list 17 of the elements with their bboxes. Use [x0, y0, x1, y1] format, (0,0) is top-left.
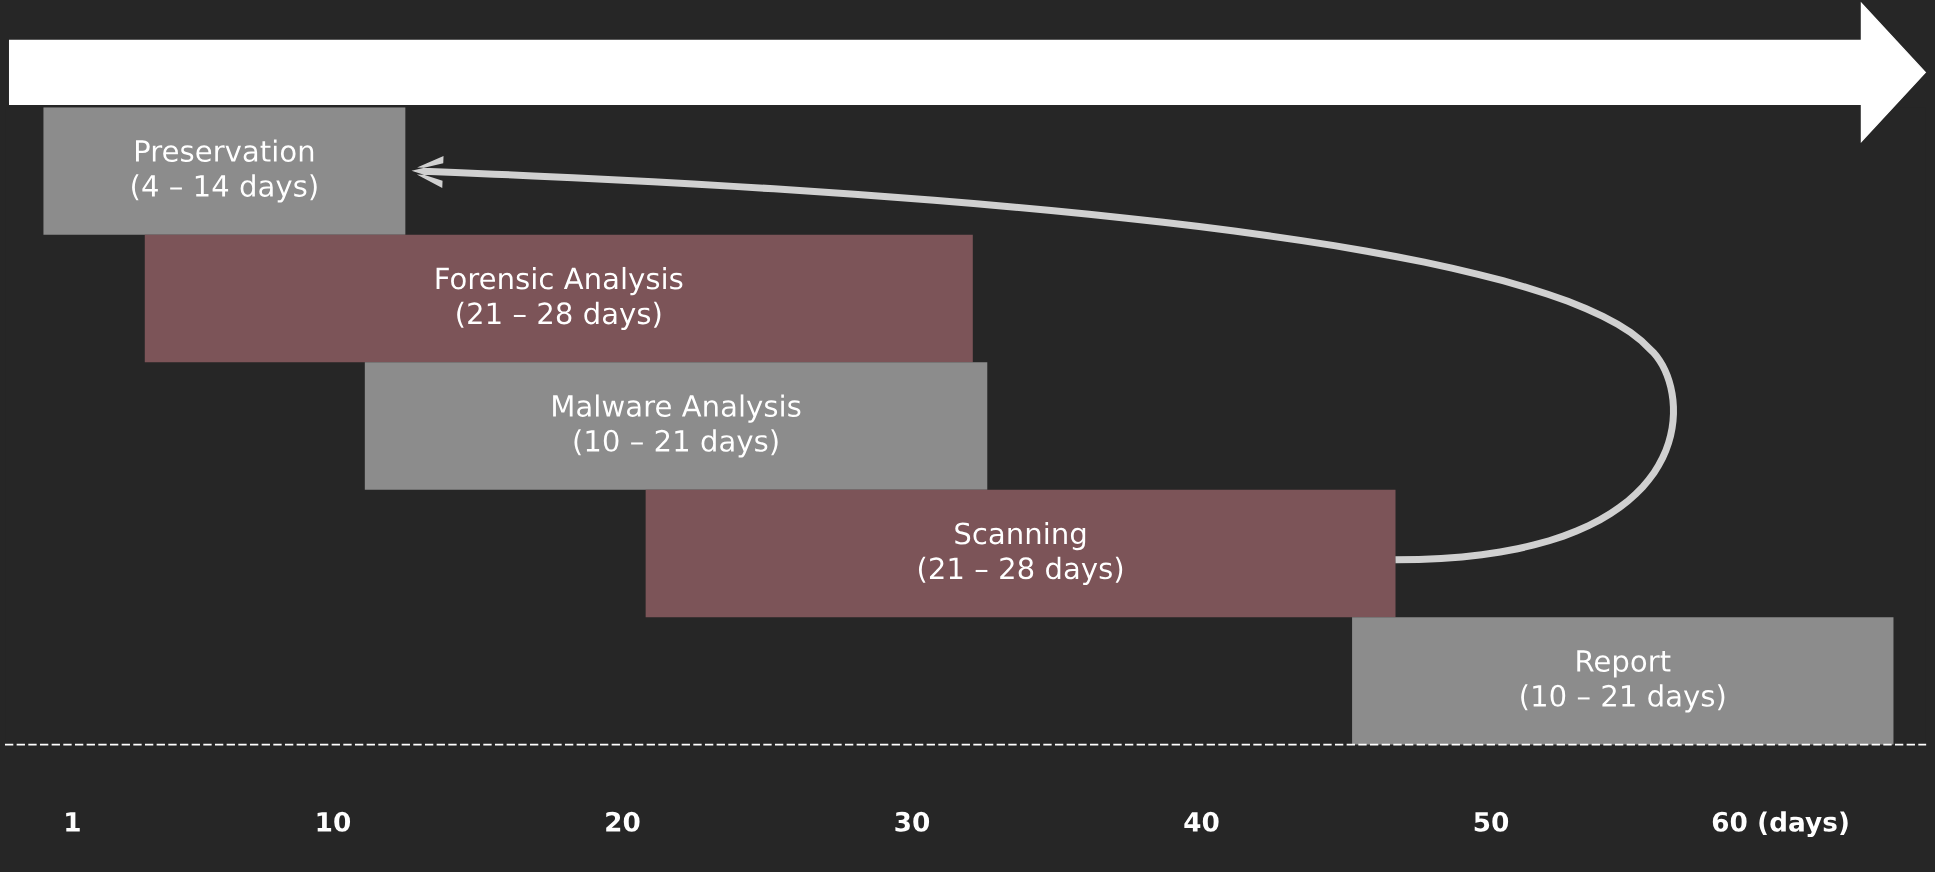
bar	[645, 489, 1396, 618]
y-tick-label: Report (10 – 21 days)	[1521, 650, 1725, 713]
x-tick-label: 10	[317, 811, 351, 832]
x-tick-label: 20	[606, 811, 640, 832]
bar	[364, 362, 988, 490]
y-tick-label: Forensic Analysis (21 – 28 days)	[436, 266, 683, 331]
x-tick-label: 60 (days)	[1712, 811, 1848, 838]
y-tick-label: Scanning (21 – 28 days)	[918, 521, 1123, 586]
y-tick-label: Preservation (4 – 14 days)	[132, 139, 317, 203]
bar	[1352, 617, 1894, 745]
x-tick-label: 40	[1184, 811, 1219, 832]
x-tick-label: 1	[66, 812, 80, 832]
y-tick-label: Malware Analysis (10 – 21 days)	[553, 394, 801, 458]
x-tick-label: 30	[895, 811, 930, 832]
bar	[144, 234, 973, 363]
x-tick-label: 50	[1474, 811, 1509, 832]
bar	[43, 107, 406, 235]
